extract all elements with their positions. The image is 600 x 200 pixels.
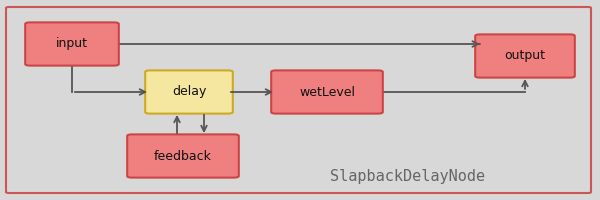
Text: input: input (56, 38, 88, 50)
Text: feedback: feedback (154, 150, 212, 162)
FancyBboxPatch shape (25, 22, 119, 66)
FancyBboxPatch shape (475, 34, 575, 78)
Text: wetLevel: wetLevel (299, 86, 355, 98)
FancyBboxPatch shape (145, 70, 233, 114)
Text: SlapbackDelayNode: SlapbackDelayNode (330, 169, 485, 184)
FancyBboxPatch shape (271, 70, 383, 114)
FancyBboxPatch shape (127, 134, 239, 178)
Text: delay: delay (172, 86, 206, 98)
FancyBboxPatch shape (6, 7, 591, 193)
Text: output: output (505, 49, 545, 62)
